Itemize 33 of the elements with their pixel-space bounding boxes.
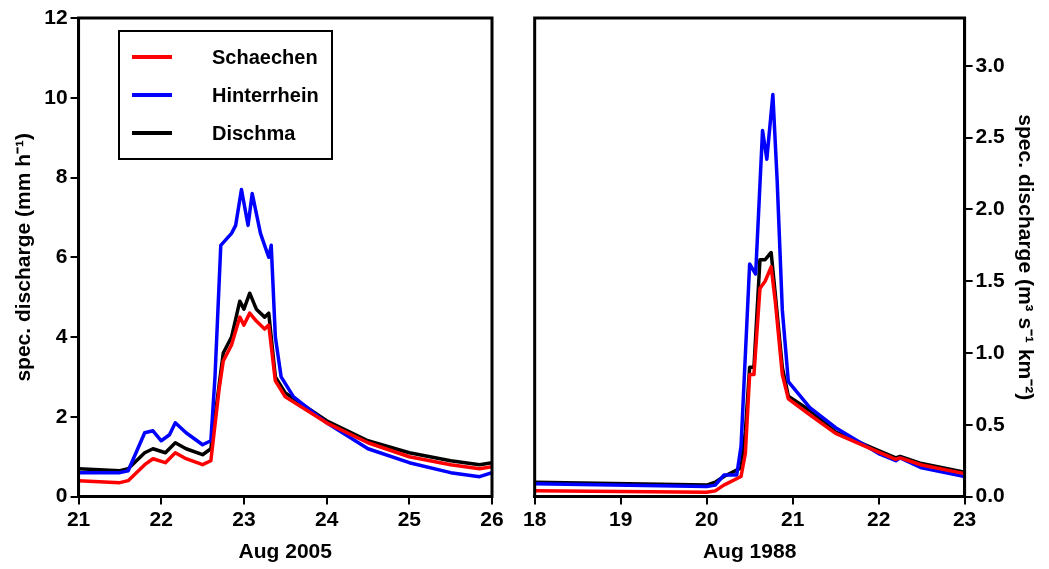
x-tick-label: 24 — [314, 507, 339, 530]
x-tick-label: 23 — [952, 507, 977, 530]
x-tick-label: 21 — [780, 507, 805, 530]
legend-label: Hinterrhein — [212, 83, 319, 107]
legend-label: Dischma — [212, 121, 296, 145]
x-tick-label: 21 — [66, 507, 91, 530]
y2-tick-label: 0.5 — [975, 411, 1006, 435]
x-tick-label: 22 — [866, 507, 891, 530]
legend-label: Schaechen — [212, 45, 318, 69]
y2-axis-title: spec. discharge (m³ s⁻¹ km⁻²) — [1014, 114, 1038, 401]
y2-tick-label: 2.5 — [975, 124, 1006, 148]
x-tick-label: 19 — [608, 507, 633, 530]
y-tick-label: 10 — [44, 84, 68, 108]
y2-tick-label: 1.0 — [975, 339, 1005, 363]
x-axis-title: Aug 2005 — [238, 539, 333, 563]
x-tick-label: 20 — [694, 507, 719, 530]
y2-tick-label: 3.0 — [975, 52, 1005, 76]
x-tick-label: 18 — [523, 507, 547, 530]
y-tick-label: 8 — [55, 164, 68, 188]
y-tick-label: 0 — [55, 483, 68, 507]
y-tick-label: 4 — [55, 323, 68, 347]
y2-tick-label: 1.5 — [975, 268, 1006, 292]
y2-tick-label: 2.0 — [975, 196, 1005, 220]
x-tick-label: 25 — [397, 507, 422, 530]
y2-tick-label: 0.0 — [975, 483, 1005, 507]
y-axis-title: spec. discharge (mm h⁻¹) — [11, 133, 35, 382]
x-axis-title: Aug 1988 — [702, 539, 797, 563]
x-tick-label: 22 — [149, 507, 173, 530]
y-tick-label: 12 — [44, 4, 68, 28]
y-tick-label: 6 — [55, 244, 68, 268]
x-tick-label: 26 — [480, 507, 504, 530]
x-tick-label: 23 — [232, 507, 256, 530]
y-tick-label: 2 — [55, 403, 68, 427]
